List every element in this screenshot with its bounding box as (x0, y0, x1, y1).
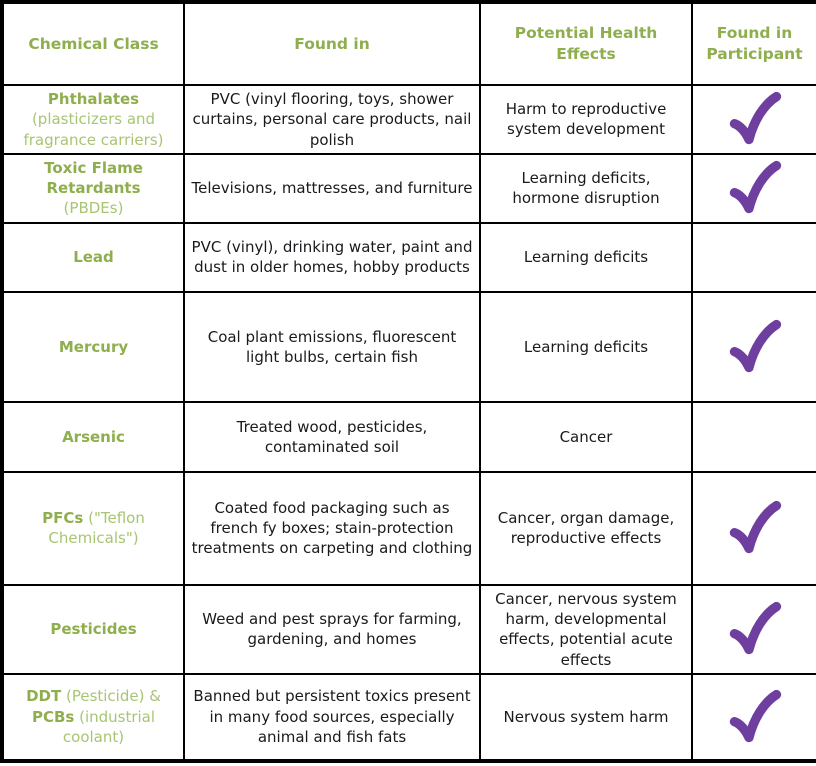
chemical-class-cell: Arsenic (1, 400, 185, 473)
found-in-cell: PVC (vinyl flooring, toys, shower curtai… (183, 84, 481, 155)
health-effects-cell: Harm to reproductive system development (479, 84, 693, 155)
table-row: Lead PVC (vinyl), drinking water, paint a… (1, 221, 816, 293)
chemical-name: Arsenic (62, 427, 125, 446)
chemical-name: Phthalates (47, 90, 140, 108)
checkmark-icon (729, 689, 781, 742)
checkmark-icon (729, 501, 781, 554)
chemical-class-cell: DDT (Pesticide) & PCBs (industrial coola… (1, 672, 185, 762)
found-in-cell: Coal plant emissions, fluorescent light … (183, 290, 481, 403)
chemical-name: Pesticides (50, 620, 137, 639)
found-in-participant-cell (691, 672, 816, 762)
found-in-participant-cell (691, 470, 816, 586)
health-effects-cell: Cancer (479, 400, 693, 473)
found-in-participant-cell (691, 583, 816, 675)
chemical-note: (plasticizers and fragrance carriers) (23, 110, 164, 149)
header-found-in-participant: Found in Participant (691, 1, 816, 86)
found-in-cell: Televisions, mattresses, and furniture (183, 152, 481, 224)
header-row: Chemical Class Found in Potential Health… (1, 1, 816, 86)
chemical-note: (industrial coolant) (62, 707, 156, 746)
header-chemical-class: Chemical Class (1, 1, 185, 86)
checkmark-icon (729, 319, 781, 372)
found-in-cell: Banned but persistent toxics present in … (183, 672, 481, 762)
health-effects-cell: Cancer, nervous system harm, development… (479, 583, 693, 675)
chemical-note: (PBDEs) (63, 199, 124, 218)
health-effects-cell: Learning deficits (479, 221, 693, 293)
header-health-effects: Potential Health Effects (479, 1, 693, 86)
checkmark-icon (729, 602, 781, 655)
health-effects-cell: Learning deficits, hormone disruption (479, 152, 693, 224)
chemical-class-cell: PFCs ("Teflon Chemicals") (1, 470, 185, 586)
chemical-name: PFCs (42, 509, 84, 527)
chemical-class-cell: Mercury (1, 290, 185, 403)
chemical-name: Lead (73, 248, 114, 267)
chemical-class-cell: Phthalates (plasticizers and fragrance ca… (1, 84, 185, 155)
chemical-name: DDT (26, 687, 62, 706)
table-row: PFCs ("Teflon Chemicals") Coated food pac… (1, 470, 816, 586)
chemical-class-cell: Toxic Flame Retardants (PBDEs) (1, 152, 185, 224)
table-row: Phthalates (plasticizers and fragrance ca… (1, 84, 816, 155)
chemical-name: Mercury (58, 337, 129, 356)
found-in-cell: Treated wood, pesticides, contaminated s… (183, 400, 481, 473)
found-in-cell: Coated food packaging such as french fy … (183, 470, 481, 586)
chemical-note: (Pesticide) & (61, 687, 161, 706)
checkmark-icon (729, 161, 781, 214)
found-in-cell: Weed and pest sprays for farming, garden… (183, 583, 481, 675)
health-effects-cell: Learning deficits (479, 290, 693, 403)
chemical-class-cell: Pesticides (1, 583, 185, 675)
header-found-in: Found in (183, 1, 481, 86)
found-in-cell: PVC (vinyl), drinking water, paint and d… (183, 221, 481, 293)
health-effects-cell: Cancer, organ damage, reproductive effec… (479, 470, 693, 586)
found-in-participant-cell (691, 152, 816, 224)
table-row: Mercury Coal plant emissions, fluorescent… (1, 290, 816, 403)
chemical-name: Toxic Flame Retardants (44, 158, 143, 198)
table-header: Chemical Class Found in Potential Health… (1, 1, 816, 86)
health-effects-cell: Nervous system harm (479, 672, 693, 762)
table-row: Toxic Flame Retardants (PBDEs) Televisions… (1, 152, 816, 224)
found-in-participant-cell (691, 221, 816, 293)
table-row: DDT (Pesticide) & PCBs (industrial coola… (1, 672, 816, 762)
checkmark-icon (729, 92, 781, 145)
table-row: Arsenic Treated wood, pesticides, contami… (1, 400, 816, 473)
chemical-note: ("Teflon Chemicals") (48, 509, 145, 548)
chemical-class-cell: Lead (1, 221, 185, 293)
table-row: Pesticides Weed and pest sprays for farmi… (1, 583, 816, 675)
chemical-name: PCBs (31, 707, 75, 726)
table-body: Phthalates (plasticizers and fragrance ca… (1, 84, 816, 762)
found-in-participant-cell (691, 400, 816, 473)
found-in-participant-cell (691, 290, 816, 403)
found-in-participant-cell (691, 84, 816, 155)
